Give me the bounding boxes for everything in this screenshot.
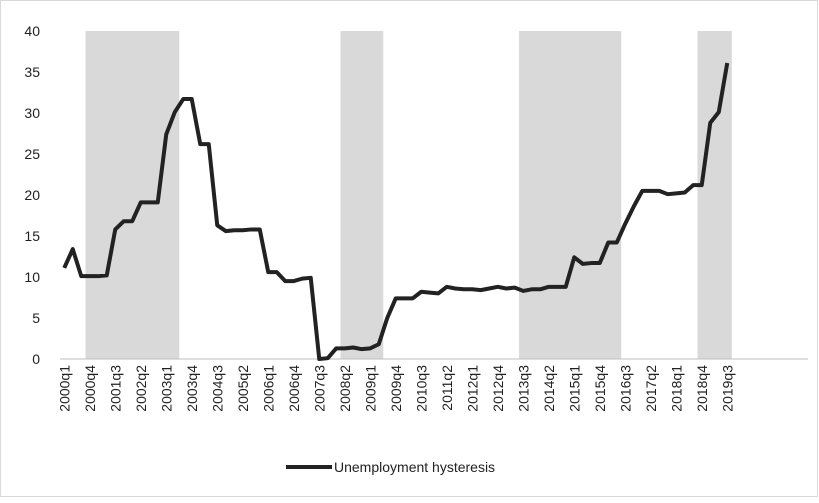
x-tick-label: 2001q3 [107, 365, 123, 412]
y-tick-label: 15 [24, 228, 40, 244]
x-tick-label: 2012q1 [464, 365, 480, 412]
y-tick-label: 40 [24, 23, 40, 39]
x-tick-label: 2018q4 [694, 365, 710, 412]
x-tick-label: 2000q1 [56, 365, 72, 412]
x-tick-label: 2015q4 [592, 365, 608, 412]
x-tick-label: 2019q3 [719, 365, 735, 412]
x-tick-label: 2014q2 [541, 365, 557, 412]
shade-bar [587, 31, 596, 359]
shade-bar [136, 31, 146, 359]
shade-bar [162, 31, 171, 359]
shade-bar [170, 31, 180, 359]
shade-bar [714, 31, 724, 359]
y-tick-label: 30 [24, 105, 40, 121]
x-tick-label: 2012q4 [490, 365, 506, 412]
shade-bar [561, 31, 571, 359]
x-tick-label: 2006q1 [260, 365, 276, 412]
legend-label: Unemployment hysteresis [334, 459, 495, 475]
x-tick-label: 2007q3 [311, 365, 327, 412]
x-tick-label: 2009q4 [388, 365, 404, 412]
x-tick-label: 2002q2 [133, 365, 149, 412]
x-tick-label: 2018q1 [668, 365, 684, 412]
x-tick-label: 2004q3 [209, 365, 225, 412]
y-tick-label: 10 [24, 269, 40, 285]
shade-bar [706, 31, 715, 359]
x-tick-label: 2015q1 [566, 365, 582, 412]
shade-bar [349, 31, 358, 359]
shade-bar [604, 31, 613, 359]
x-tick-label: 2013q3 [515, 365, 531, 412]
shade-bar [111, 31, 120, 359]
shade-bar [128, 31, 137, 359]
shade-bar [366, 31, 375, 359]
x-tick-label: 2006q4 [286, 365, 302, 412]
shade-bar [340, 31, 350, 359]
y-tick-label: 25 [24, 146, 40, 162]
shade-bar [570, 31, 579, 359]
x-tick-label: 2017q2 [643, 365, 659, 412]
shade-bar [119, 31, 129, 359]
shade-bar [723, 31, 732, 359]
x-tick-label: 2009q1 [362, 365, 378, 412]
shade-bar [357, 31, 367, 359]
x-tick-label: 2010q3 [413, 365, 429, 412]
shade-bar [578, 31, 588, 359]
x-tick-label: 2003q4 [184, 365, 200, 412]
x-tick-label: 2000q4 [82, 365, 98, 412]
line-series [62, 62, 730, 361]
x-tick-label: 2011q2 [439, 365, 455, 411]
shade-bar [374, 31, 384, 359]
y-tick-label: 35 [24, 64, 40, 80]
shade-bar [85, 31, 95, 359]
shade-bar [544, 31, 554, 359]
y-tick-label: 0 [32, 351, 40, 367]
shade-bar [519, 31, 528, 359]
shade-bar [94, 31, 103, 359]
x-tick-label: 2016q3 [617, 365, 633, 412]
shade-bar [697, 31, 707, 359]
shade-bar [102, 31, 112, 359]
shade-bar [553, 31, 562, 359]
y-tick-label: 20 [24, 187, 40, 203]
shade-bar [612, 31, 622, 359]
y-tick-label: 5 [32, 310, 40, 326]
shade-bar [595, 31, 605, 359]
shade-bar [145, 31, 154, 359]
x-tick-label: 2008q2 [337, 365, 353, 412]
x-tick-label: 2005q2 [235, 365, 251, 412]
shade-bar [536, 31, 545, 359]
shade-bar [527, 31, 537, 359]
x-tick-label: 2003q1 [158, 365, 174, 412]
